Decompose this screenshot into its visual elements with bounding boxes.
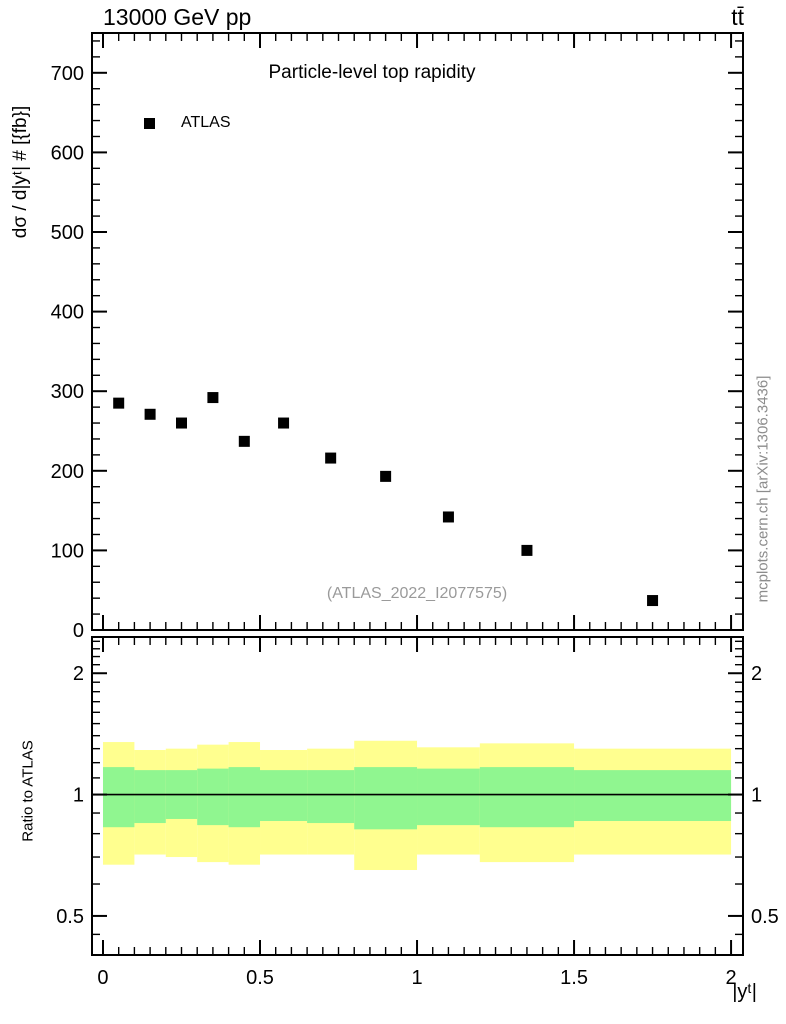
green-band-segment xyxy=(574,770,732,821)
ratio-uncertainty-bands xyxy=(102,740,732,871)
legend-marker-square-icon xyxy=(144,117,155,129)
data-point-square xyxy=(325,452,337,464)
x-tick-label: 2 xyxy=(726,967,737,989)
data-point-square xyxy=(113,397,125,409)
main-y-tick-label: 200 xyxy=(51,461,84,483)
data-point-square xyxy=(278,417,290,429)
data-point-square xyxy=(380,470,392,482)
main-y-tick-label: 700 xyxy=(51,63,84,85)
green-band-segment xyxy=(354,767,418,830)
data-points xyxy=(113,392,659,607)
data-point-square xyxy=(442,511,454,523)
axis-ticks xyxy=(92,33,743,955)
green-band-segment xyxy=(479,767,575,828)
main-y-tick-label: 600 xyxy=(51,142,84,164)
green-band-segment xyxy=(260,770,308,821)
ratio-y-tick-label-left: 2 xyxy=(73,663,84,685)
green-band-segment xyxy=(102,767,135,828)
main-y-axis-label: dσ / d|yᵗ| # [{fb}] xyxy=(10,105,31,239)
legend: ATLAS xyxy=(144,114,231,132)
x-axis-label: |yᵗ| xyxy=(732,981,757,1003)
green-band-segment xyxy=(197,768,229,826)
green-band-segment xyxy=(417,768,480,826)
process-label: tt̄ xyxy=(731,4,744,30)
main-y-tick-label: 100 xyxy=(51,540,84,562)
ratio-y-tick-label-left: 0.5 xyxy=(56,906,84,928)
data-point-square xyxy=(647,595,659,607)
x-tick-label: 1 xyxy=(411,967,422,989)
mcplots-arxiv-note: mcplots.cern.ch [arXiv:1306.3436] xyxy=(754,375,772,603)
main-y-tick-label: 300 xyxy=(51,381,84,403)
green-band-segment xyxy=(228,767,261,828)
analysis-watermark: (ATLAS_2022_I2077575) xyxy=(326,585,508,602)
ratio-y-axis-label: Ratio to ATLAS xyxy=(19,740,37,842)
ratio-y-tick-label-right: 2 xyxy=(751,663,762,685)
main-y-tick-label: 400 xyxy=(51,302,84,324)
data-point-square xyxy=(238,435,250,447)
data-point-square xyxy=(176,417,188,429)
ratio-y-tick-label-left: 1 xyxy=(73,785,84,807)
legend-label: ATLAS xyxy=(181,114,231,131)
data-point-square xyxy=(207,392,219,404)
x-tick-label: 1.5 xyxy=(560,967,588,989)
beam-energy-label: 13000 GeV pp xyxy=(103,4,252,30)
x-tick-label: 0 xyxy=(97,967,108,989)
green-band-segment xyxy=(134,770,166,824)
ratio-y-tick-label-right: 1 xyxy=(751,785,762,807)
axis-tick-labels: 0 0.5 1 1.5 2 0 100 200 300 400 500 600 700 0.5 0.5 1 1 2… xyxy=(51,63,779,989)
green-band-segment xyxy=(307,770,355,824)
plot-title: Particle-level top rapidity xyxy=(268,62,476,83)
main-y-tick-label: 0 xyxy=(73,620,84,642)
data-point-square xyxy=(521,544,533,556)
main-y-tick-label: 500 xyxy=(51,222,84,244)
x-tick-label: 0.5 xyxy=(246,967,274,989)
data-point-square xyxy=(144,408,156,420)
ratio-y-tick-label-right: 0.5 xyxy=(751,906,779,928)
